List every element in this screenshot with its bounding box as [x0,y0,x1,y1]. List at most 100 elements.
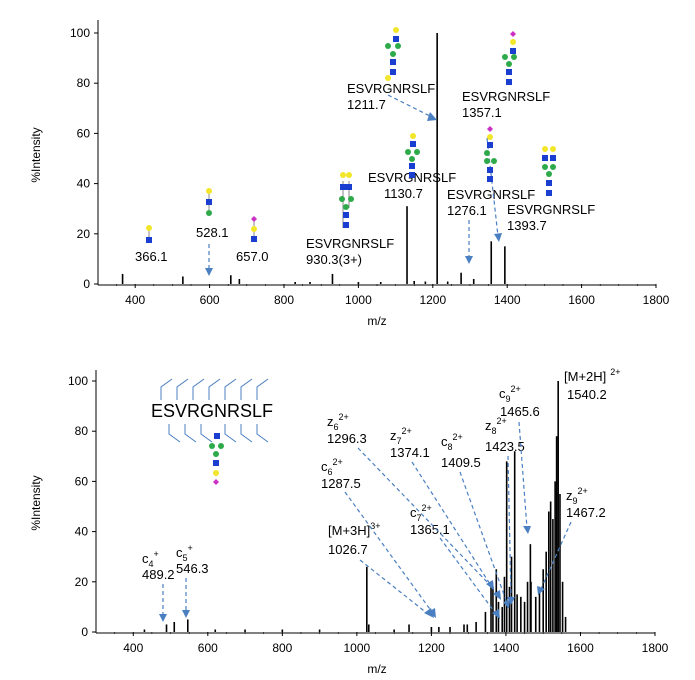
top-ann-1130-val: 1130.7 [384,186,423,201]
top-ytick-label: 60 [77,126,91,140]
top-ann-657: 657.0 [236,249,269,264]
bot-xtick-label: 1800 [642,641,669,655]
ion-c7-label: c72+ [410,503,432,523]
ion-c9-label: c92+ [499,384,521,404]
top-x-axis-title: m/z [367,314,386,328]
bot-xtick-label: 1200 [418,641,445,655]
glycan-bottom-icon [209,433,224,485]
ion-z6-value: 1296.3 [327,431,367,446]
arrow-c8 [459,471,508,604]
top-ann-1211-seq: ESVRGNRSLF [347,81,435,96]
ion-m3h-value: 1026.7 [328,542,368,557]
top-ann-366: 366.1 [135,249,168,264]
glycan-930-icon [339,172,354,228]
arrow-z8 [507,455,512,599]
bottom-x-axis-title: m/z [367,662,386,676]
ion-c4-label: c4+ [142,549,159,569]
glycan-1276-icon [484,126,497,182]
glycan-1393-icon [542,146,556,196]
ion-m3h-label: [M+3H]3+ [328,521,381,538]
bot-xtick-label: 1600 [567,641,594,655]
bot-xtick-label: 800 [272,641,292,655]
arrowhead-c9 [523,526,531,534]
ion-m2h-value: 1540.2 [567,387,607,402]
ion-c9-value: 1465.6 [500,404,540,419]
top-arrowhead-1357 [494,233,502,242]
ion-z8-value: 1423.5 [485,439,525,454]
ion-z9-label: z92+ [566,486,588,506]
top-ann-528: 528.1 [196,225,229,240]
top-ann-1357-seq: ESVRGNRSLF [462,89,550,104]
arrow-m3h [359,559,429,615]
fragmentation-marks-icon [160,378,269,443]
arrow-z9 [540,521,572,590]
ion-z6-label: z62+ [327,412,349,432]
top-arrow-1211 [387,94,433,118]
arrow-c6 [344,491,433,613]
top-ytick-label: 80 [77,76,91,90]
top-ann-1393-val: 1393.7 [507,218,547,233]
top-xtick-label: 1200 [419,293,446,307]
glycan-528-icon [206,188,212,216]
ion-m2h-label: [M+2H] 2+ [564,367,621,384]
arrowhead-c6 [428,608,436,618]
ion-z8-label: z82+ [485,416,507,436]
top-spectrum-panel: 0 20 40 60 80 100 400 600 800 1000 1200 1400 1600 18… [29,20,670,328]
bot-xtick-label: 600 [198,641,218,655]
top-arrowhead-1211 [427,112,437,121]
bot-ytick-label: 0 [81,625,88,639]
ion-c8-value: 1409.5 [441,455,481,470]
ion-z7-value: 1374.1 [390,445,430,460]
top-xtick-label: 1000 [345,293,372,307]
top-ann-1393-seq: ESVRGNRSLF [507,202,595,217]
top-ytick-label: 0 [83,277,90,291]
arrowhead-z7 [493,590,501,600]
top-arrowhead-528 [205,268,213,276]
bot-xtick-label: 400 [123,641,143,655]
top-ytick-label: 100 [70,26,90,40]
arrow-z6 [357,447,491,586]
top-y-axis-title: %Intensity [29,127,43,182]
top-ann-1276-seq: ESVRGNRSLF [447,187,535,202]
top-xtick-label: 1400 [494,293,521,307]
top-xtick-label: 600 [200,293,220,307]
ion-c7-value: 1365.1 [410,522,450,537]
bot-ytick-label: 100 [68,374,88,388]
top-xtick-label: 400 [125,293,145,307]
ion-z7-label: z72+ [390,426,412,446]
ion-c5-label: c5+ [176,543,193,563]
top-xtick-label: 800 [274,293,294,307]
ion-z9-value: 1467.2 [566,505,606,520]
arrow-c9 [518,421,528,529]
top-ytick-label: 20 [77,227,91,241]
glycan-1211-icon [385,27,401,81]
arrowhead-z8 [507,597,515,605]
bottom-y-axis-title: %Intensity [29,475,43,530]
top-arrowhead-1276 [465,256,473,264]
top-ann-1357-val: 1357.1 [462,105,502,120]
glycan-657-icon [251,216,257,242]
bot-ytick-label: 80 [75,424,89,438]
arrowhead-c7 [492,609,500,619]
top-ann-1211-val: 1211.7 [347,97,386,112]
arrowhead-c8 [503,600,510,609]
arrowhead-z9 [537,586,545,595]
ion-c6-value: 1287.5 [321,476,361,491]
arrow-c7 [439,537,497,615]
ion-c6-label: c62+ [321,457,343,477]
arrow-z7 [411,461,498,596]
bottom-spectrum-panel: 0 20 40 60 80 100 400 600 800 1000 1200 1400 1600 18… [29,367,669,676]
arrowhead-z6 [486,580,494,590]
top-xtick-label: 1800 [643,293,670,307]
bot-xtick-label: 1400 [493,641,520,655]
top-ytick-label: 40 [77,177,91,191]
top-xtick-label: 1600 [568,293,595,307]
bot-ytick-label: 40 [75,525,89,539]
glycan-1130-icon [405,133,420,178]
bot-ytick-label: 20 [75,575,89,589]
top-ann-1276-val: 1276.1 [447,203,487,218]
ion-c8-label: c82+ [441,432,463,452]
ion-c5-value: 546.3 [176,561,209,576]
glycan-366-icon [146,225,152,243]
